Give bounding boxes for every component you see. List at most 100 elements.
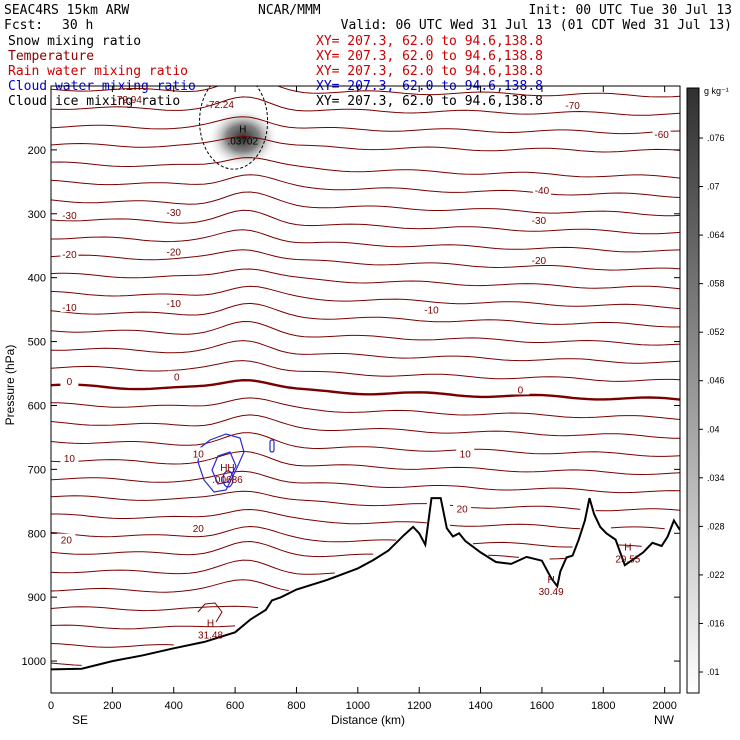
model-title: SEAC4RS 15km ARW — [4, 3, 129, 18]
isotherm-line — [51, 643, 174, 648]
colorbar-tick-label: .052 — [707, 327, 725, 337]
contour-label-bg — [529, 253, 548, 265]
isotherm-line — [51, 360, 680, 382]
contour-label-bg — [167, 370, 186, 382]
legend-xy-cloud-ice: XY= 207.3, 62.0 to 94.6,138.8 — [316, 94, 543, 109]
isotherm-line — [51, 136, 680, 153]
maximum-marker: H — [624, 542, 631, 553]
x-tick-label: 1600 — [530, 700, 554, 712]
contour-label-bg — [652, 127, 671, 139]
contour-label-bg — [532, 184, 551, 196]
colorbar-tick-label: .028 — [707, 521, 725, 531]
legend-label-cloud-ice: Cloud ice mixing ratio — [8, 94, 180, 109]
colorbar-tick-label: .022 — [707, 570, 725, 580]
colorbar-tick-label: .01 — [707, 667, 720, 677]
cloud-water-contour — [269, 439, 275, 453]
colorbar-tick-label: .058 — [707, 279, 725, 289]
x-tick-label: 0 — [48, 700, 54, 712]
x-axis-label: Distance (km) — [331, 713, 405, 727]
center-title: NCAR/MMM — [258, 3, 321, 18]
temperature-contour-label: 0 — [518, 386, 524, 397]
legend-label-rain: Rain water mixing ratio — [8, 64, 188, 79]
isotherm-line — [51, 268, 680, 290]
snow-contour — [199, 86, 269, 170]
temperature-contour-label: 20 — [193, 524, 205, 535]
temperature-contour-label: -30 — [532, 216, 547, 227]
temperature-contour-label: 20 — [61, 536, 73, 547]
terrain-line — [51, 497, 680, 671]
plot-annotations — [197, 86, 275, 623]
maximum-value: 30.49 — [539, 587, 564, 598]
cloud-water-contour — [222, 470, 234, 488]
valid-time: Valid: 06 UTC Wed 31 Jul 13 (01 CDT Wed … — [341, 18, 732, 33]
init-time: Init: 00 UTC Tue 30 Jul 13 — [529, 3, 733, 18]
x-tick-label: 1200 — [407, 700, 431, 712]
maximum-value: .00686 — [212, 475, 243, 486]
legend-xy-temperature: XY= 207.3, 62.0 to 94.6,138.8 — [316, 49, 543, 64]
isotherm-line — [51, 470, 680, 494]
extreme-value-label: -72.24 — [206, 100, 235, 111]
field-legend: Snow mixing ratio XY= 207.3, 62.0 to 94.… — [8, 34, 543, 109]
colorbar-unit: g kg⁻¹ — [704, 86, 729, 96]
legend-label-temperature: Temperature — [8, 49, 94, 64]
contour-label-bg — [60, 375, 79, 387]
maximum-value: .03702 — [227, 136, 258, 147]
y-axis-label: Pressure (hPa) — [3, 345, 17, 426]
x-axis: 0 200 400 600 800 1000 1200 1400 1600 1800 2000 — [48, 86, 677, 712]
isotherm-line — [51, 432, 680, 457]
temperature-contour-label: 0 — [67, 377, 73, 388]
x-axis-left-end: SE — [72, 713, 88, 727]
contour-label-bg — [60, 248, 79, 260]
snow-maximum-shading — [207, 108, 279, 168]
isotherm-line — [51, 542, 626, 560]
contour-label-bg — [422, 303, 441, 315]
forecast-label: Fcst: — [4, 18, 43, 33]
colorbar: .01 .016 .022 .028 .034 .04 .046 .052 .058 .064 .0… — [686, 86, 729, 694]
isotherm-line — [51, 662, 82, 666]
temperature-contour-label: -30 — [167, 208, 182, 219]
colorbar-ticks: .01 .016 .022 .028 .034 .04 .046 .052 .058 .064 .0… — [699, 133, 725, 677]
contour-label-bg — [60, 301, 79, 313]
contour-labels: -70 -60 -40 -30 -30 -30 -20 -20 -20 -10 -10 -10 0 0 0 1… — [57, 95, 671, 641]
plot-frame — [50, 85, 681, 694]
temperature-contour-label: 10 — [193, 449, 205, 460]
zero-isotherm — [51, 378, 680, 401]
temperature-contour-label: -60 — [654, 130, 669, 141]
temperature-high-contour — [197, 602, 223, 623]
temperature-contour-label: -10 — [167, 299, 182, 310]
isotherm-line — [51, 285, 680, 310]
cloud-water-contour — [211, 451, 237, 485]
isotherm-line — [51, 209, 680, 235]
contour-label-bg — [563, 99, 582, 111]
colorbar-tick-label: .064 — [707, 230, 725, 240]
cloud-water-contour — [197, 433, 245, 493]
legend-xy-snow: XY= 207.3, 62.0 to 94.6,138.8 — [316, 34, 543, 49]
legend-label-snow: Snow mixing ratio — [8, 34, 141, 49]
x-tick-label: 1800 — [591, 700, 615, 712]
temperature-contour-label: -40 — [535, 186, 550, 197]
temperature-contour-label: 10 — [460, 449, 472, 460]
isotherm-line — [51, 340, 680, 364]
extreme-value-label: -72.94 — [114, 95, 143, 106]
y-tick-label: 500 — [28, 337, 46, 349]
colorbar-tick-label: .076 — [707, 133, 725, 143]
y-tick-label: 400 — [28, 273, 46, 285]
y-tick-label: 900 — [28, 592, 46, 604]
maximum-marker: H — [207, 618, 214, 629]
x-tick-label: 200 — [103, 700, 121, 712]
isotherm-line — [51, 605, 259, 612]
forecast-value: 30 h — [62, 18, 93, 33]
isotherm-line — [51, 414, 680, 439]
x-tick-label: 1400 — [468, 700, 492, 712]
y-tick-label: 200 — [28, 145, 46, 157]
isotherm-line — [51, 86, 680, 98]
contour-label-bg — [189, 522, 208, 534]
colorbar-tick-label: .016 — [707, 618, 725, 628]
temperature-contour-label: -20 — [62, 250, 77, 261]
maximum-value: 31.48 — [198, 630, 223, 641]
x-tick-label: 800 — [287, 700, 305, 712]
isotherm-line — [51, 560, 557, 576]
temperature-contour-label: 20 — [457, 504, 469, 515]
contour-label-bg — [164, 297, 183, 309]
